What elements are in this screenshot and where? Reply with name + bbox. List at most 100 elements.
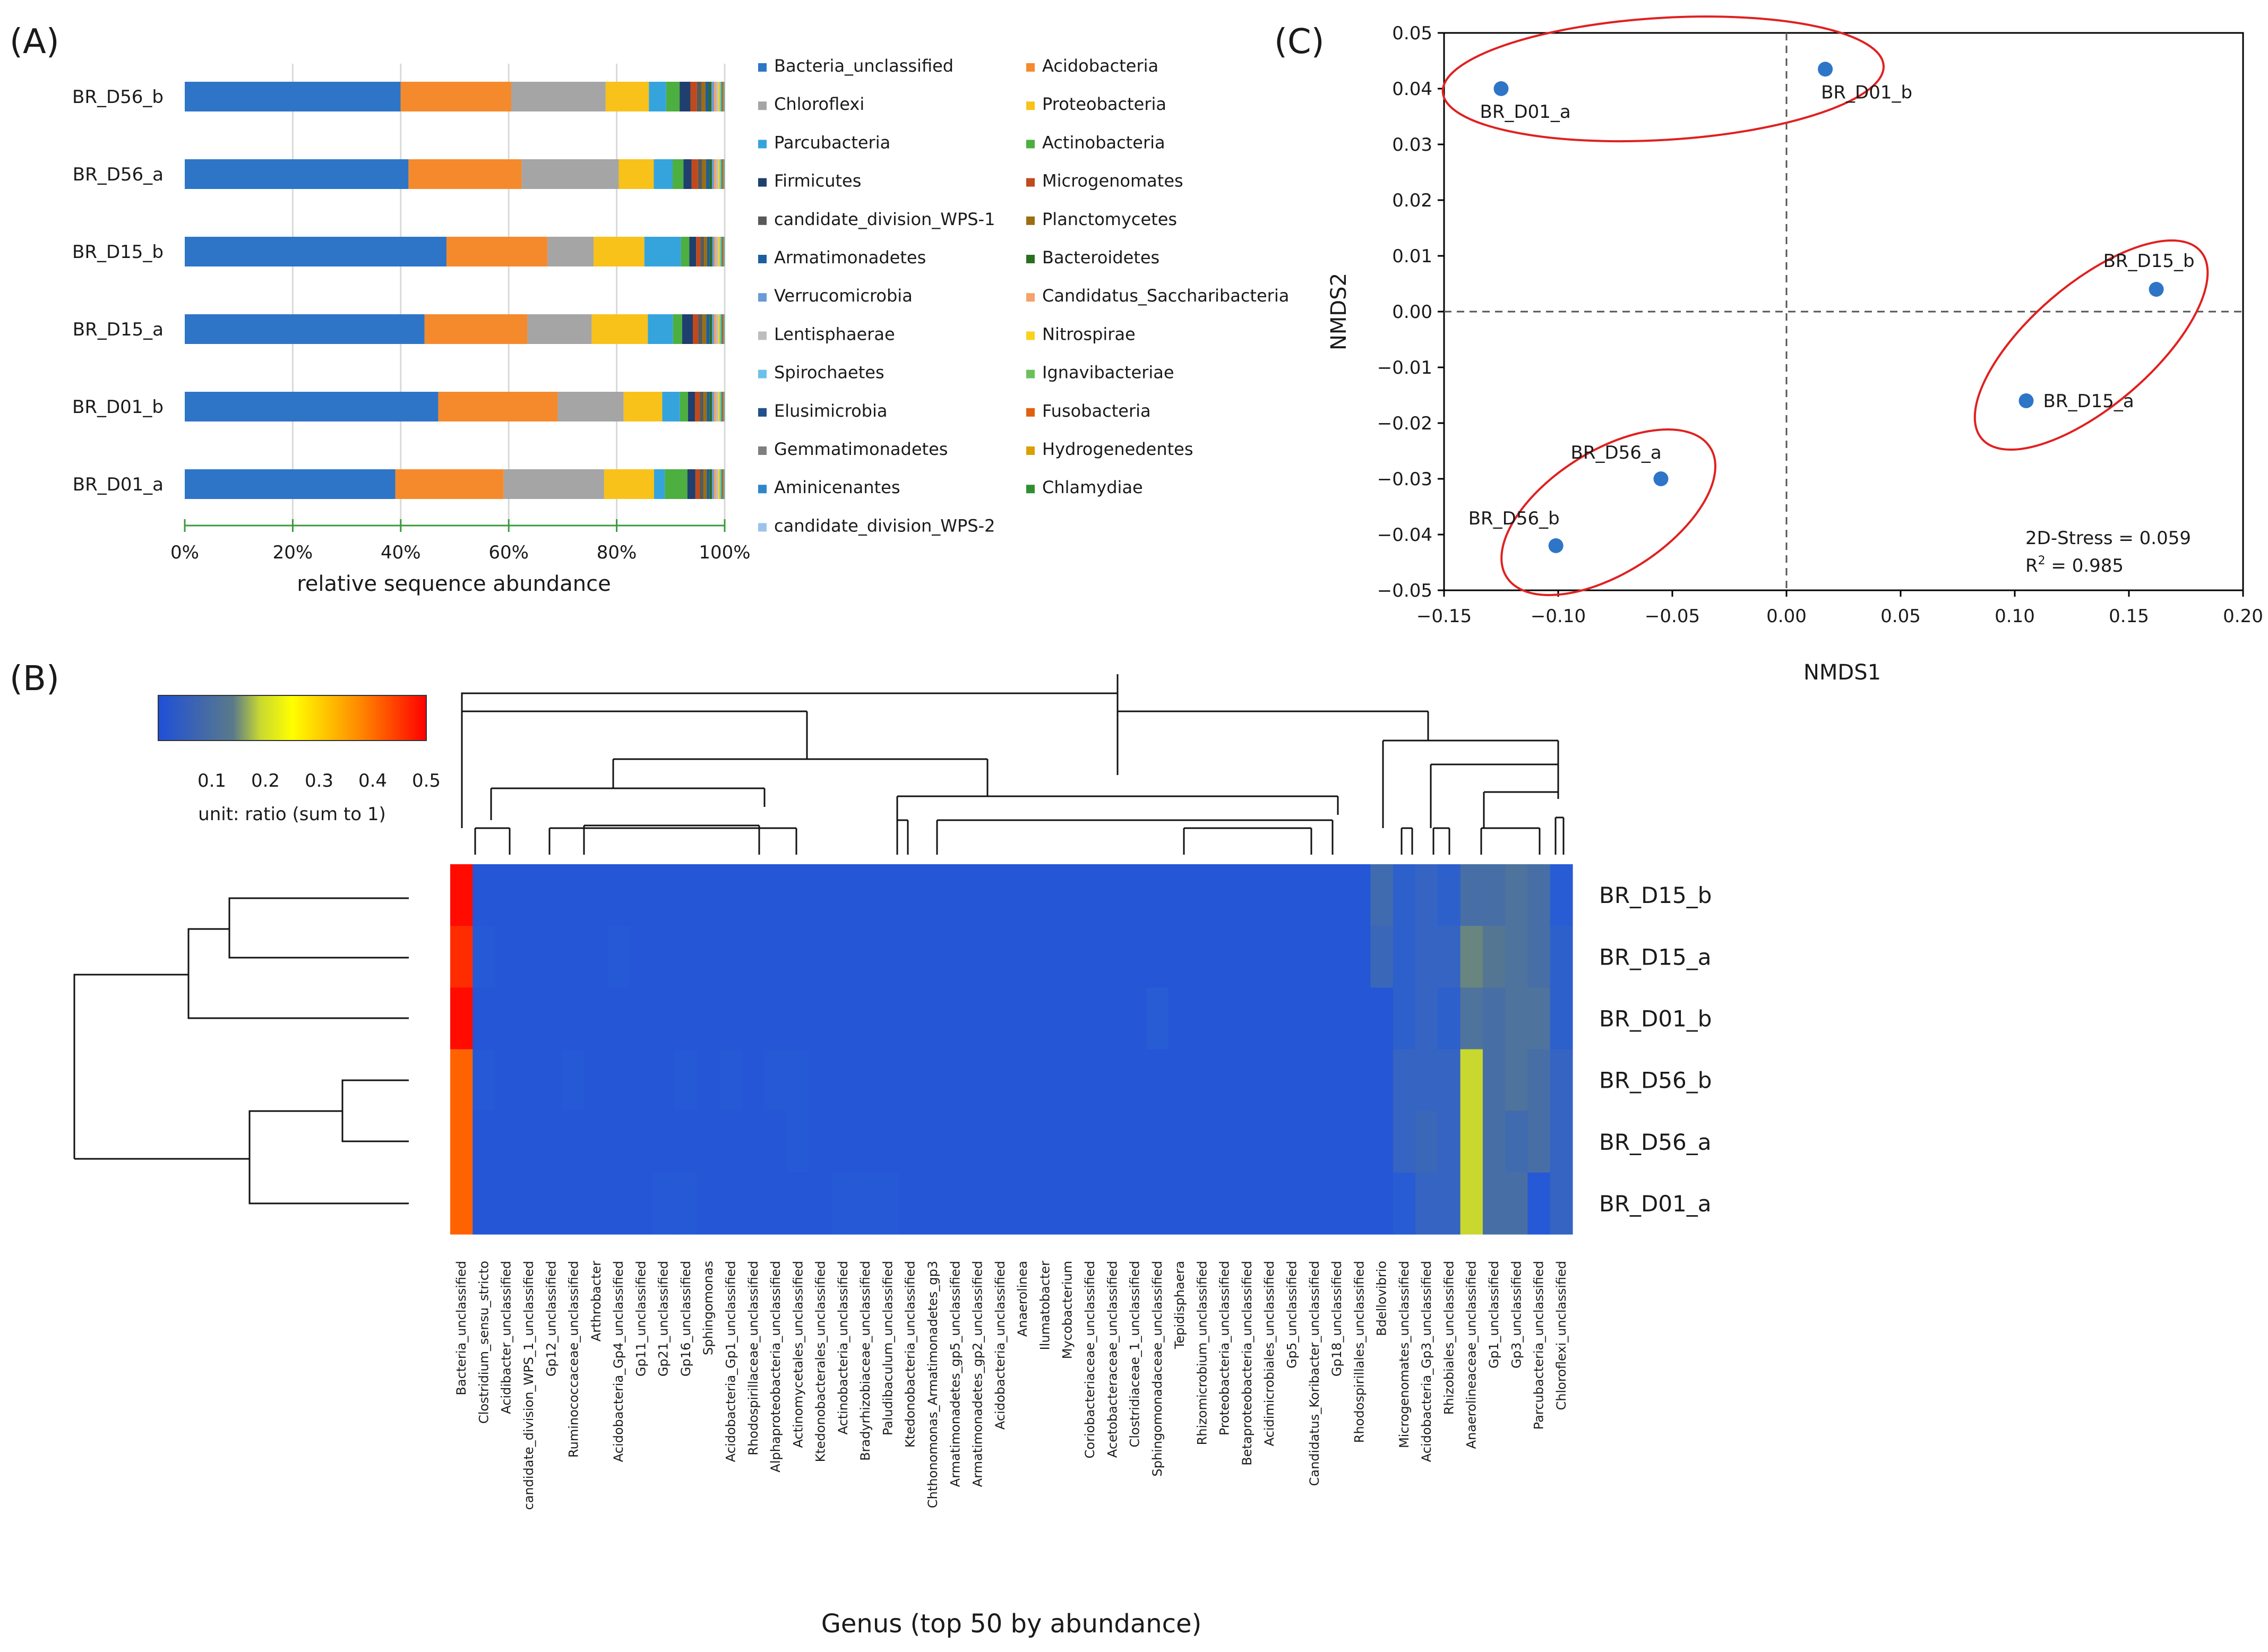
heatmap-cell (1191, 926, 1214, 988)
heatmap-cell (472, 864, 496, 926)
heatmap-column-label: Chthonomonas_Armatimonadetes_gp3 (925, 1261, 940, 1508)
heatmap-cell (562, 864, 586, 926)
heatmap-cell (1325, 987, 1348, 1050)
heatmap-cell (495, 864, 518, 926)
heatmap-column-label: Gp1_unclassified (1487, 1261, 1501, 1369)
heatmap-cell (742, 1049, 765, 1112)
heatmap-cell (540, 987, 563, 1050)
heatmap-cell (674, 1049, 698, 1112)
heatmap-cell (1191, 987, 1214, 1050)
heatmap-cell (1281, 1049, 1304, 1112)
heatmap-cell (1191, 1172, 1214, 1235)
panel-a-bars (185, 82, 725, 499)
a-bar-segment (724, 159, 725, 189)
a-bar-segment (721, 469, 723, 499)
a-bar-segment (709, 314, 712, 344)
heatmap-column-label: Parcubacteria_unclassified (1532, 1261, 1547, 1430)
a-legend-label: Firmicutes (774, 171, 861, 191)
heatmap-cell (877, 987, 900, 1050)
heatmap-cell (472, 1172, 496, 1235)
a-bar-segment (706, 314, 710, 344)
heatmap-cell (854, 864, 877, 926)
a-bar-segment (702, 159, 706, 189)
a-bar-segment (712, 469, 715, 499)
heatmap-cell (1078, 864, 1102, 926)
heatmap-cell (1213, 1172, 1236, 1235)
c-x-tick-label: 0.15 (2109, 606, 2149, 627)
heatmap-column-label: Acidimicrobiales_unclassified (1262, 1261, 1277, 1446)
heatmap-cell (607, 926, 630, 988)
heatmap-cell (585, 987, 608, 1050)
heatmap-cell (540, 864, 563, 926)
panel-c-label: (C) (1274, 22, 1325, 62)
heatmap-row-label: BR_D56_a (1599, 1129, 1712, 1155)
heatmap-cell (1146, 1111, 1169, 1173)
a-legend-swatch (1026, 178, 1035, 187)
a-legend-label: Actinobacteria (1042, 132, 1165, 152)
heatmap-cell (809, 864, 832, 926)
a-bar-segment (511, 82, 606, 111)
panel-c-r2-annotation: R2 = 0.985 (2025, 554, 2124, 577)
heatmap-cell (899, 1049, 922, 1112)
heatmap-cell (1550, 926, 1573, 988)
heatmap-cell (1438, 1049, 1461, 1112)
a-legend-swatch (758, 293, 767, 302)
a-bar-segment (716, 392, 718, 421)
heatmap-cell (585, 864, 608, 926)
heatmap-cell (1325, 1111, 1348, 1173)
row-dendrogram (73, 897, 409, 1204)
a-bar-segment (521, 159, 619, 189)
heatmap-cell (674, 987, 698, 1050)
a-bar-segment (649, 82, 666, 111)
heatmap-cell (1527, 1111, 1551, 1173)
heatmap-cell (652, 864, 675, 926)
a-legend-swatch (1026, 293, 1035, 302)
heatmap-cell (1393, 1172, 1416, 1235)
heatmap-cell (1191, 864, 1214, 926)
a-bar-segment (724, 392, 725, 421)
heatmap-cell (1168, 926, 1191, 988)
a-x-tick-label: 0% (170, 542, 199, 563)
heatmap-cell (697, 864, 720, 926)
a-legend-label: Chloroflexi (774, 94, 864, 114)
a-bar-segment (716, 314, 718, 344)
heatmap-cell (540, 1172, 563, 1235)
heatmap-cell (607, 987, 630, 1050)
heatmap-cell (877, 926, 900, 988)
heatmap-cell (854, 1111, 877, 1173)
heatmap-cell (1505, 1111, 1528, 1173)
a-bar-segment (707, 392, 710, 421)
a-bar-segment (711, 82, 715, 111)
heatmap-cell (630, 1111, 653, 1173)
heatmap-column-label: Mycobacterium (1060, 1261, 1075, 1359)
heatmap-cell (1168, 1049, 1191, 1112)
heatmap-cell (854, 926, 877, 988)
heatmap-cell (1034, 1172, 1057, 1235)
a-bar-segment (395, 469, 504, 499)
a-bar-segment (697, 82, 702, 111)
a-bar-segment (719, 159, 721, 189)
a-bar-segment (696, 237, 701, 266)
heatmap-cell (1101, 1049, 1124, 1112)
heatmap-cell (719, 1049, 743, 1112)
heatmap-cell (1348, 1049, 1371, 1112)
heatmap-cell (899, 864, 922, 926)
heatmap-cell (495, 1049, 518, 1112)
heatmap-column-label: Acetobacteraceae_unclassified (1105, 1261, 1120, 1458)
heatmap-cell (809, 1172, 832, 1235)
a-bar-segment (718, 82, 720, 111)
heatmap-cell (607, 1049, 630, 1112)
heatmap-cell (1415, 926, 1438, 988)
a-bar-segment (673, 159, 684, 189)
heatmap-cell (1235, 1049, 1259, 1112)
a-bar-segment (644, 237, 681, 266)
heatmap-cell (1056, 1172, 1079, 1235)
a-bar-segment (705, 82, 709, 111)
a-legend-label: Chlamydiae (1042, 477, 1143, 497)
heatmap-cell (1550, 1111, 1573, 1173)
heatmap-cell (1123, 926, 1147, 988)
heatmap-cell (877, 1049, 900, 1112)
heatmap-cell (989, 987, 1012, 1050)
colorbar-label: unit: ratio (sum to 1) (198, 804, 386, 825)
